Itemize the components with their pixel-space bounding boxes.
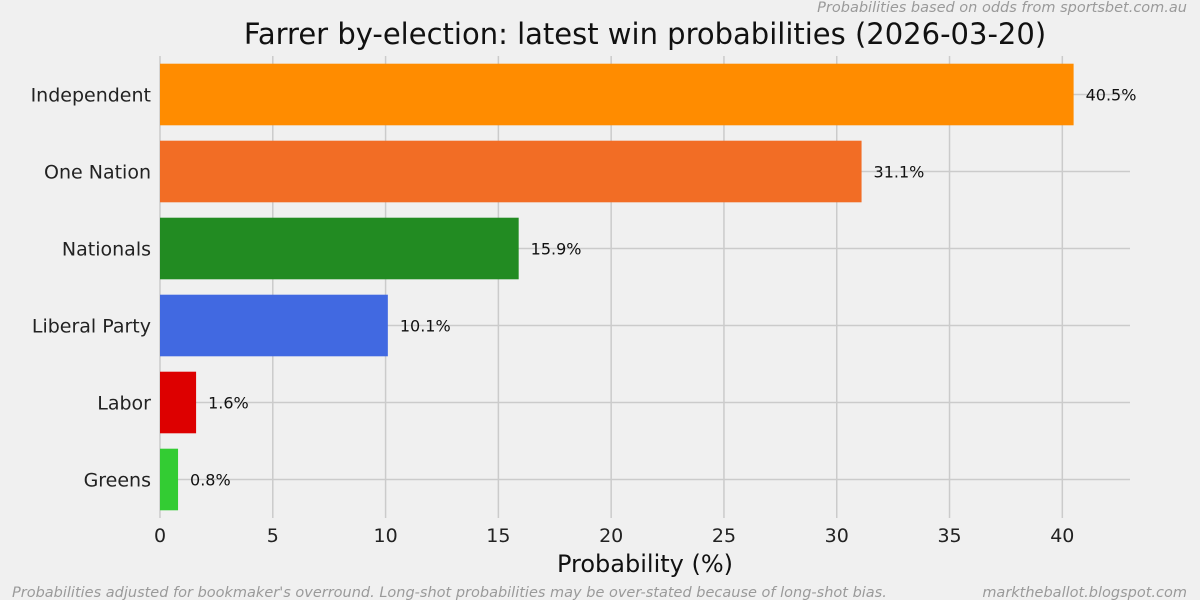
x-tick-label: 30 [825,525,849,547]
category-label: One Nation [44,162,151,184]
bar-independent [160,63,1074,126]
x-tick-label: 5 [267,525,279,547]
x-axis-title: Probability (%) [557,550,733,578]
bar-one-nation [160,140,862,203]
footer-credit: marktheballot.blogspot.com [982,585,1187,600]
x-tick-label: 15 [486,525,510,547]
x-tick-label: 10 [373,525,397,547]
x-tick-label: 35 [937,525,961,547]
bar-nationals [160,217,519,280]
category-label: Liberal Party [32,316,151,338]
category-label: Labor [97,393,151,415]
bar-labor [160,371,197,434]
value-label: 1.6% [208,394,249,413]
labels-layer: 40.5% 31.1% 15.9% 10.1% 1.6% 0.8% [190,86,1136,490]
x-tick-label: 40 [1050,525,1074,547]
category-label: Greens [84,470,151,492]
x-tick-label: 0 [154,525,166,547]
source-note: Probabilities based on odds from sportsb… [817,0,1187,16]
chart-title: Farrer by-election: latest win probabili… [244,17,1046,51]
value-label: 10.1% [400,317,451,336]
category-label: Nationals [62,239,151,261]
value-label: 40.5% [1086,86,1137,105]
bar-greens [160,448,179,511]
ticks-layer: 0 5 10 15 20 25 30 35 40 Independent One Nation Nat… [31,85,1075,548]
bars-layer [160,63,1074,511]
footer-note: Probabilities adjusted for bookmaker's o… [12,585,887,600]
bar-liberal-party [160,294,388,357]
value-label: 15.9% [531,240,582,259]
x-tick-label: 25 [712,525,736,547]
x-tick-label: 20 [599,525,623,547]
value-label: 31.1% [874,163,925,182]
value-label: 0.8% [190,471,231,490]
category-label: Independent [31,85,151,107]
